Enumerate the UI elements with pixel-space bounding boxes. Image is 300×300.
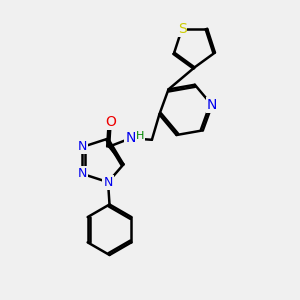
Text: N: N [207,98,217,112]
Text: S: S [178,22,186,36]
Text: N: N [78,167,87,180]
Text: N: N [78,140,87,154]
Text: N: N [103,176,113,189]
Text: H: H [136,131,144,141]
Text: O: O [105,115,116,129]
Text: N: N [125,131,136,145]
